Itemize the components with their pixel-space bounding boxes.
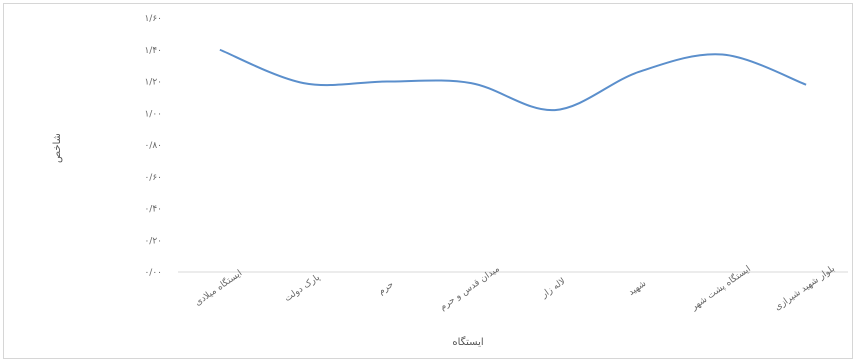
x-tick-label: پارک دولت <box>282 272 322 304</box>
x-tick-label: شهید <box>627 279 648 298</box>
x-tick-label: میدان قدس و حرم <box>438 264 502 313</box>
x-tick-label: حرم <box>377 280 396 297</box>
x-axis-title: ایستگاه <box>452 336 483 348</box>
y-tick-label: ۰/۴۰ <box>144 205 162 215</box>
x-tick-label: ایستگاه میلادی <box>192 267 244 308</box>
y-axis-ticks: ۰/۰۰ ۰/۲۰ ۰/۴۰ ۰/۶۰ ۰/۸۰ ۱/۰۰ ۱/۲۰ ۱/۴۰ ۱/۶۰ <box>144 14 162 278</box>
y-tick-label: ۰/۲۰ <box>144 236 162 246</box>
series-line <box>219 48 807 112</box>
x-tick-label: بلوار شهید شیرازی <box>773 264 837 313</box>
x-tick-label: لاله زار <box>539 277 567 301</box>
y-tick-label: ۰/۸۰ <box>144 141 162 151</box>
y-tick-label: ۰/۰۰ <box>144 268 162 278</box>
chart-frame <box>3 3 853 359</box>
y-tick-label: ۱/۴۰ <box>144 46 162 56</box>
y-axis-title: شاخص <box>52 133 63 163</box>
x-axis-ticks: ایستگاه میلادی پارک دولت حرم میدان قدس و حر… <box>192 263 837 314</box>
x-tick-label: ایستگاه پشت شهر <box>688 263 753 314</box>
y-tick-label: ۰/۶۰ <box>144 173 162 183</box>
y-tick-label: ۱/۶۰ <box>144 14 162 24</box>
y-tick-label: ۱/۰۰ <box>144 109 162 119</box>
y-tick-label: ۱/۲۰ <box>144 78 162 88</box>
